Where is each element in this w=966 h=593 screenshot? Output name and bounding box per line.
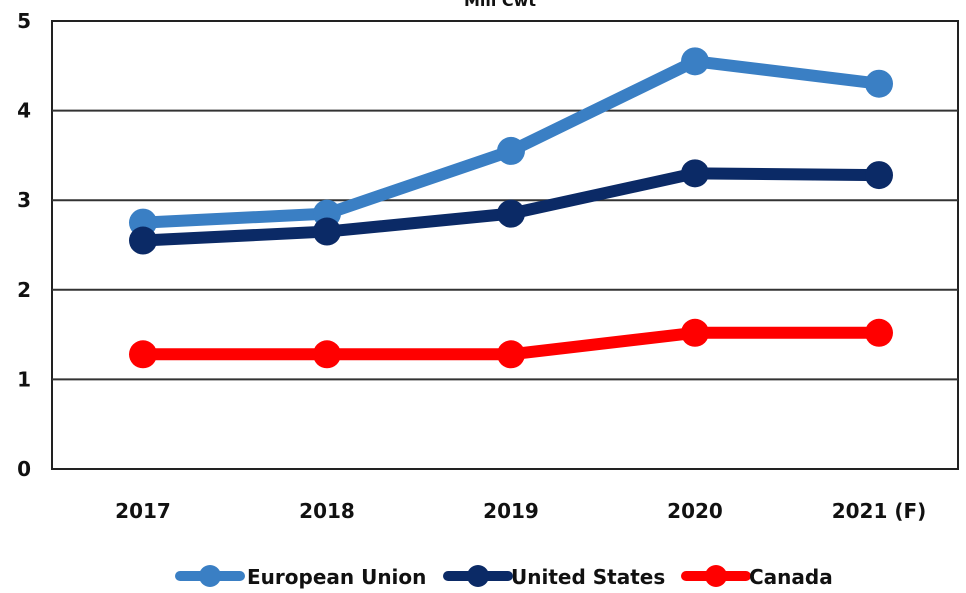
y-tick-label: 5 [17, 9, 31, 33]
data-point [681, 318, 709, 347]
data-point [497, 340, 525, 369]
gridlines [52, 109, 958, 381]
x-tick-label: 2020 [667, 499, 723, 523]
series-united-states [129, 159, 893, 255]
series-lines [129, 47, 893, 369]
data-point [681, 159, 709, 188]
legend: European Union United States Canada [175, 565, 833, 589]
x-tick-label: 2019 [483, 499, 539, 523]
legend-item: European Union [175, 565, 426, 589]
y-tick-label: 1 [17, 367, 31, 391]
data-point [865, 318, 893, 347]
legend-marker [705, 565, 727, 587]
data-point [313, 340, 341, 369]
plot-frame [51, 20, 959, 470]
legend-marker [199, 565, 221, 587]
legend-label: United States [511, 565, 665, 589]
x-tick-label: 2021 (F) [832, 499, 927, 523]
y-tick-label: 4 [17, 99, 31, 123]
y-tick-label: 3 [17, 188, 31, 212]
legend-marker [467, 565, 489, 587]
legend-label: Canada [749, 565, 833, 589]
y-axis-ticks: 0 1 2 3 4 5 [17, 9, 31, 481]
data-point [497, 136, 525, 165]
data-point [681, 47, 709, 76]
data-point [865, 161, 893, 190]
data-point [313, 217, 341, 246]
y-tick-label: 2 [17, 278, 31, 302]
x-axis-ticks: 2017 2018 2019 2020 2021 (F) [115, 499, 926, 523]
data-point [865, 69, 893, 98]
legend-label: European Union [247, 565, 426, 589]
data-point [497, 199, 525, 228]
x-tick-label: 2017 [115, 499, 171, 523]
series-canada [129, 318, 893, 369]
legend-item: Canada [681, 565, 833, 589]
x-tick-label: 2018 [299, 499, 355, 523]
legend-item: United States [443, 565, 665, 589]
data-point [129, 340, 157, 369]
chart-title: Mill Cwt [464, 0, 536, 10]
series-european-union [129, 47, 893, 237]
data-point [129, 226, 157, 255]
y-tick-label: 0 [17, 457, 31, 481]
